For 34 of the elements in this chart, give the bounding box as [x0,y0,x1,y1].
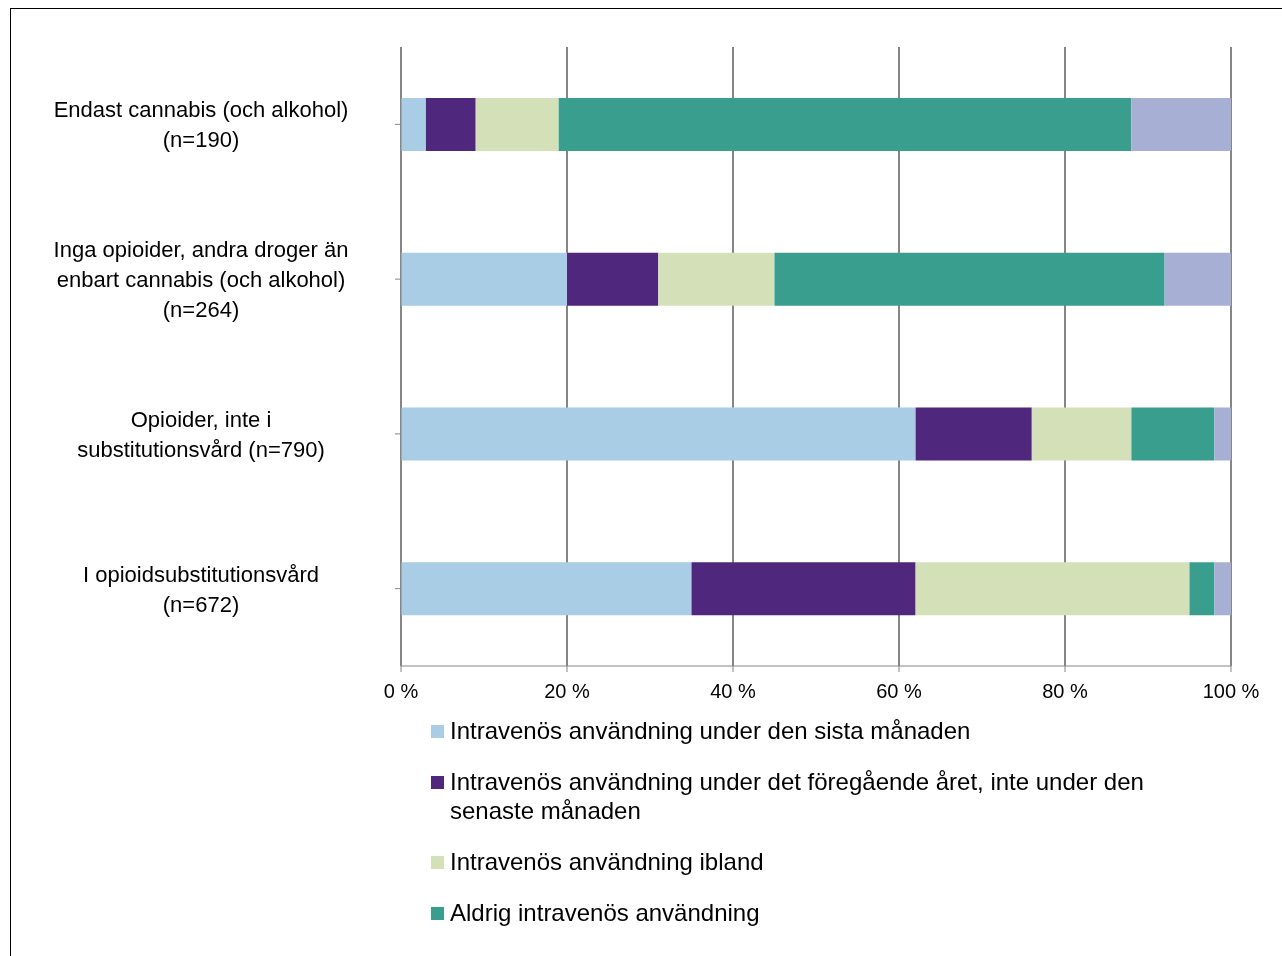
x-tick-label: 20 % [544,680,591,703]
bar [1164,252,1231,306]
legend-label: Intravenös användning under den sista månaden [450,716,971,745]
bar [658,252,775,306]
y-tick-label: Inga opioider, andra droger än enbart cannabis (och alkohol) (n=264) [53,236,349,322]
y-tick-label: Endast cannabis (och alkohol) (n=190) [53,96,349,152]
bar [401,562,692,616]
bar [774,252,1165,306]
legend-label: Intravenös användning under det föregående året, inte under den senaste månaden [450,767,1145,825]
bar [558,98,1132,152]
bar [567,252,659,306]
bar [475,98,559,152]
x-tick-label: 80 % [1042,680,1089,703]
y-tick-label: Opioider, inte i substitutionsvård (n=790) [77,406,325,462]
bar [915,562,1190,616]
x-tick-label: 0 % [383,680,419,703]
bar [1214,407,1231,461]
bar [1031,407,1132,461]
x-tick-label: 100 % [1202,680,1260,703]
bar [1214,562,1231,616]
bar [401,252,567,306]
bar [915,407,1032,461]
x-tick-label: 40 % [710,680,757,703]
x-tick-label: 60 % [876,680,923,703]
bar [1131,98,1231,152]
y-tick-label: I opioidsubstitutionsvård (n=672) [82,561,320,617]
bar [1189,562,1215,616]
bar [401,407,916,461]
bar [1131,407,1215,461]
bar [691,562,916,616]
bar [401,98,426,152]
legend-label: Aldrig intravenös användning [450,898,760,927]
legend-label: Intravenös användning ibland [450,847,764,876]
bar [425,98,476,152]
